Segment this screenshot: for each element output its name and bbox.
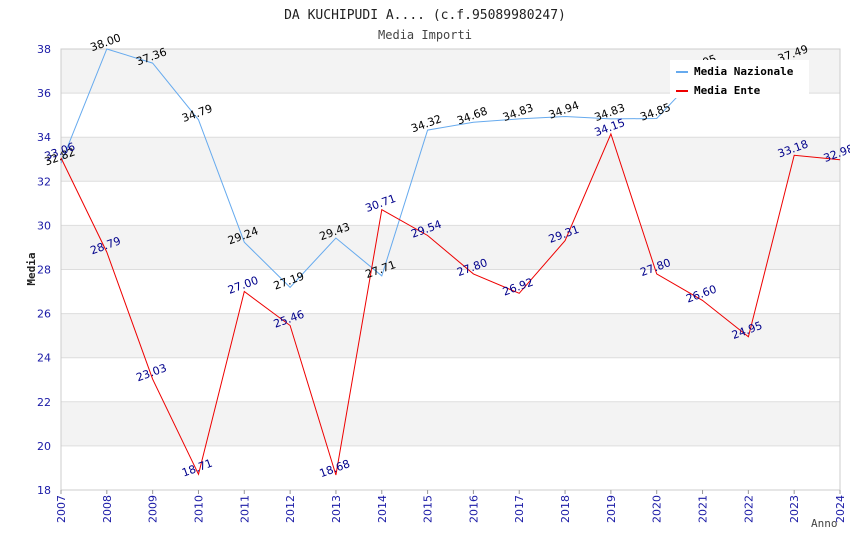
x-tick-label: 2015 bbox=[422, 495, 435, 523]
x-tick-label: 2014 bbox=[376, 495, 389, 523]
x-tick-label: 2009 bbox=[147, 495, 160, 523]
plot-band bbox=[61, 357, 840, 402]
y-tick-label: 24 bbox=[37, 352, 51, 365]
legend-box bbox=[670, 60, 809, 98]
chart-subtitle: Media Importi bbox=[378, 28, 472, 42]
x-tick-label: 2020 bbox=[651, 495, 664, 523]
y-tick-label: 22 bbox=[37, 396, 51, 409]
x-tick-label: 2018 bbox=[559, 495, 572, 523]
x-axis-ticks: 2007 2008 2009 2010 2011 2012 2013 2014 2015 2016… bbox=[55, 490, 847, 523]
plot-band bbox=[61, 445, 840, 490]
x-tick-label: 2008 bbox=[101, 495, 114, 523]
y-tick-label: 36 bbox=[37, 87, 51, 100]
y-tick-label: 20 bbox=[37, 440, 51, 453]
legend-label-nazionale: Media Nazionale bbox=[694, 65, 794, 78]
y-tick-label: 18 bbox=[37, 484, 51, 497]
x-tick-label: 2016 bbox=[467, 495, 480, 523]
x-tick-label: 2022 bbox=[742, 495, 755, 523]
y-tick-label: 32 bbox=[37, 175, 51, 188]
plot-frame bbox=[60, 48, 841, 491]
x-tick-label: 2013 bbox=[330, 495, 343, 523]
x-axis-title: Anno bbox=[811, 517, 838, 530]
x-tick-label: 2019 bbox=[605, 495, 618, 523]
y-tick-label: 30 bbox=[37, 219, 51, 232]
plot-band bbox=[61, 269, 840, 314]
y-axis-ticks: 18 20 22 24 26 28 30 32 34 36 38 bbox=[37, 43, 51, 497]
plot-band bbox=[61, 401, 840, 446]
plot-band bbox=[61, 93, 840, 138]
legend-label-ente: Media Ente bbox=[694, 84, 761, 97]
chart-title: DA KUCHIPUDI A.... (c.f.95089980247) bbox=[284, 8, 566, 23]
x-tick-label: 2021 bbox=[697, 495, 710, 523]
y-tick-label: 38 bbox=[37, 43, 51, 56]
plot-band bbox=[61, 225, 840, 270]
x-tick-label: 2012 bbox=[284, 495, 297, 523]
x-tick-label: 2017 bbox=[513, 495, 526, 523]
y-tick-label: 34 bbox=[37, 131, 51, 144]
x-tick-label: 2024 bbox=[834, 495, 847, 523]
x-tick-label: 2007 bbox=[55, 495, 68, 523]
y-tick-label: 28 bbox=[37, 264, 51, 277]
legend: Media Nazionale Media Ente bbox=[670, 60, 809, 98]
plot-band bbox=[61, 313, 840, 358]
x-tick-label: 2011 bbox=[238, 495, 251, 523]
x-tick-label: 2023 bbox=[788, 495, 801, 523]
series-line-media-ente bbox=[60, 132, 841, 476]
plot-band bbox=[61, 137, 840, 182]
y-tick-label: 26 bbox=[37, 308, 51, 321]
y-axis-title: Media bbox=[25, 252, 38, 285]
series-line-media-nazionale bbox=[60, 48, 795, 289]
series-lines bbox=[60, 48, 841, 476]
plot-band bbox=[61, 181, 840, 226]
x-tick-label: 2010 bbox=[192, 495, 205, 523]
plot-bands bbox=[61, 49, 840, 490]
